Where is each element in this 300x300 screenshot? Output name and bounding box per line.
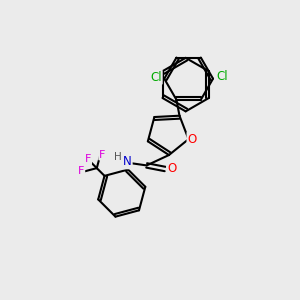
Text: H: H [114, 152, 122, 162]
Text: O: O [188, 133, 197, 146]
Text: O: O [167, 163, 176, 176]
Text: Cl: Cl [150, 71, 162, 84]
Text: F: F [78, 166, 84, 176]
Text: F: F [99, 150, 106, 160]
Text: N: N [123, 155, 132, 168]
Text: F: F [85, 154, 91, 164]
Text: Cl: Cl [216, 70, 228, 83]
